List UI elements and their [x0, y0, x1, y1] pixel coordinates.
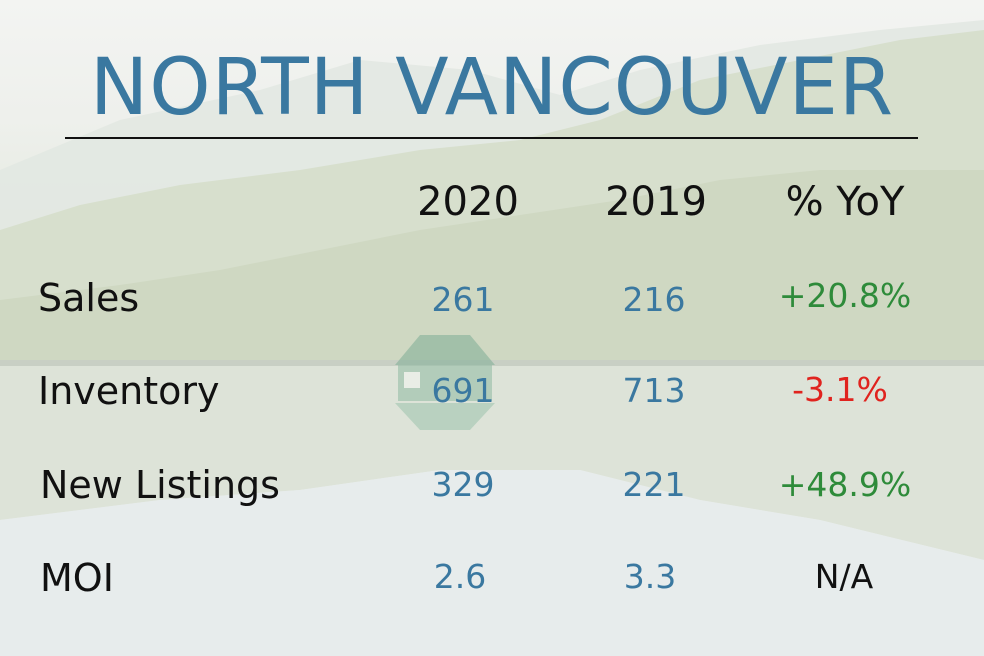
sales-yoy-value: +20.8% — [778, 276, 912, 315]
inventory-2019-value: 713 — [622, 371, 686, 410]
inventory-yoy-value: -3.1% — [792, 370, 888, 409]
moi-yoy-value: N/A — [814, 557, 874, 596]
row-label-new-listings: New Listings — [40, 463, 280, 507]
column-header-2020: 2020 — [417, 179, 519, 225]
sales-2019-value: 216 — [622, 280, 686, 319]
new-listings-2020-value: 329 — [431, 465, 495, 504]
new-listings-yoy-value: +48.9% — [778, 465, 912, 504]
column-header-2019: 2019 — [605, 179, 707, 225]
column-header-yoy: % YoY — [785, 179, 905, 225]
boathouse — [395, 335, 495, 430]
row-label-sales: Sales — [38, 276, 140, 320]
title-divider — [65, 137, 918, 139]
page-title: NORTH VANCOUVER — [89, 43, 895, 133]
row-label-moi: MOI — [40, 556, 114, 600]
moi-2020-value: 2.6 — [433, 557, 487, 596]
new-listings-2019-value: 221 — [622, 465, 686, 504]
row-label-inventory: Inventory — [38, 369, 220, 413]
inventory-2020-value: 691 — [431, 371, 495, 410]
sales-2020-value: 261 — [431, 280, 495, 319]
moi-2019-value: 3.3 — [623, 557, 677, 596]
